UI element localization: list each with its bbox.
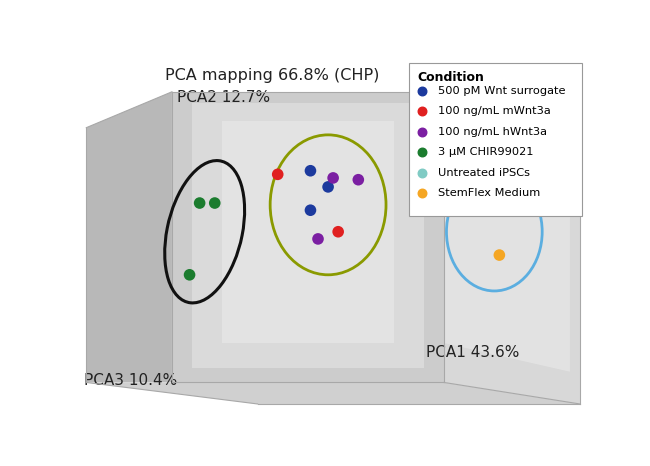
- Point: [185, 271, 195, 279]
- Point: [417, 148, 428, 156]
- Point: [328, 174, 338, 182]
- Text: PCA3 10.4%: PCA3 10.4%: [84, 373, 177, 389]
- Text: Condition: Condition: [417, 71, 484, 84]
- Polygon shape: [86, 92, 172, 383]
- Point: [313, 235, 323, 243]
- Point: [489, 206, 499, 214]
- Point: [333, 228, 343, 235]
- Point: [417, 189, 428, 197]
- Text: StemFlex Medium: StemFlex Medium: [438, 188, 541, 198]
- Polygon shape: [192, 103, 424, 368]
- Point: [323, 183, 333, 191]
- Text: PCA2 12.7%: PCA2 12.7%: [177, 90, 270, 105]
- Polygon shape: [86, 383, 580, 404]
- FancyBboxPatch shape: [409, 63, 582, 216]
- Point: [353, 176, 363, 184]
- Point: [194, 199, 205, 207]
- Polygon shape: [172, 92, 444, 383]
- Point: [417, 108, 428, 115]
- Polygon shape: [222, 121, 393, 343]
- Text: 3 μM CHIR99021: 3 μM CHIR99021: [438, 147, 534, 157]
- Point: [417, 169, 428, 176]
- Text: 100 ng/mL mWnt3a: 100 ng/mL mWnt3a: [438, 106, 551, 116]
- Point: [306, 167, 316, 174]
- Polygon shape: [444, 121, 570, 372]
- Text: Untreated iPSCs: Untreated iPSCs: [438, 168, 530, 178]
- Point: [494, 251, 504, 259]
- Point: [417, 128, 428, 135]
- Point: [474, 199, 484, 207]
- Point: [306, 206, 316, 214]
- Point: [272, 171, 283, 178]
- Text: 500 pM Wnt surrogate: 500 pM Wnt surrogate: [438, 86, 566, 96]
- Point: [417, 87, 428, 95]
- Text: 100 ng/mL hWnt3a: 100 ng/mL hWnt3a: [438, 127, 547, 137]
- Text: PCA mapping 66.8% (CHP): PCA mapping 66.8% (CHP): [166, 69, 380, 83]
- Polygon shape: [444, 92, 580, 404]
- Point: [209, 199, 220, 207]
- Point: [489, 198, 499, 205]
- Text: PCA1 43.6%: PCA1 43.6%: [426, 345, 519, 360]
